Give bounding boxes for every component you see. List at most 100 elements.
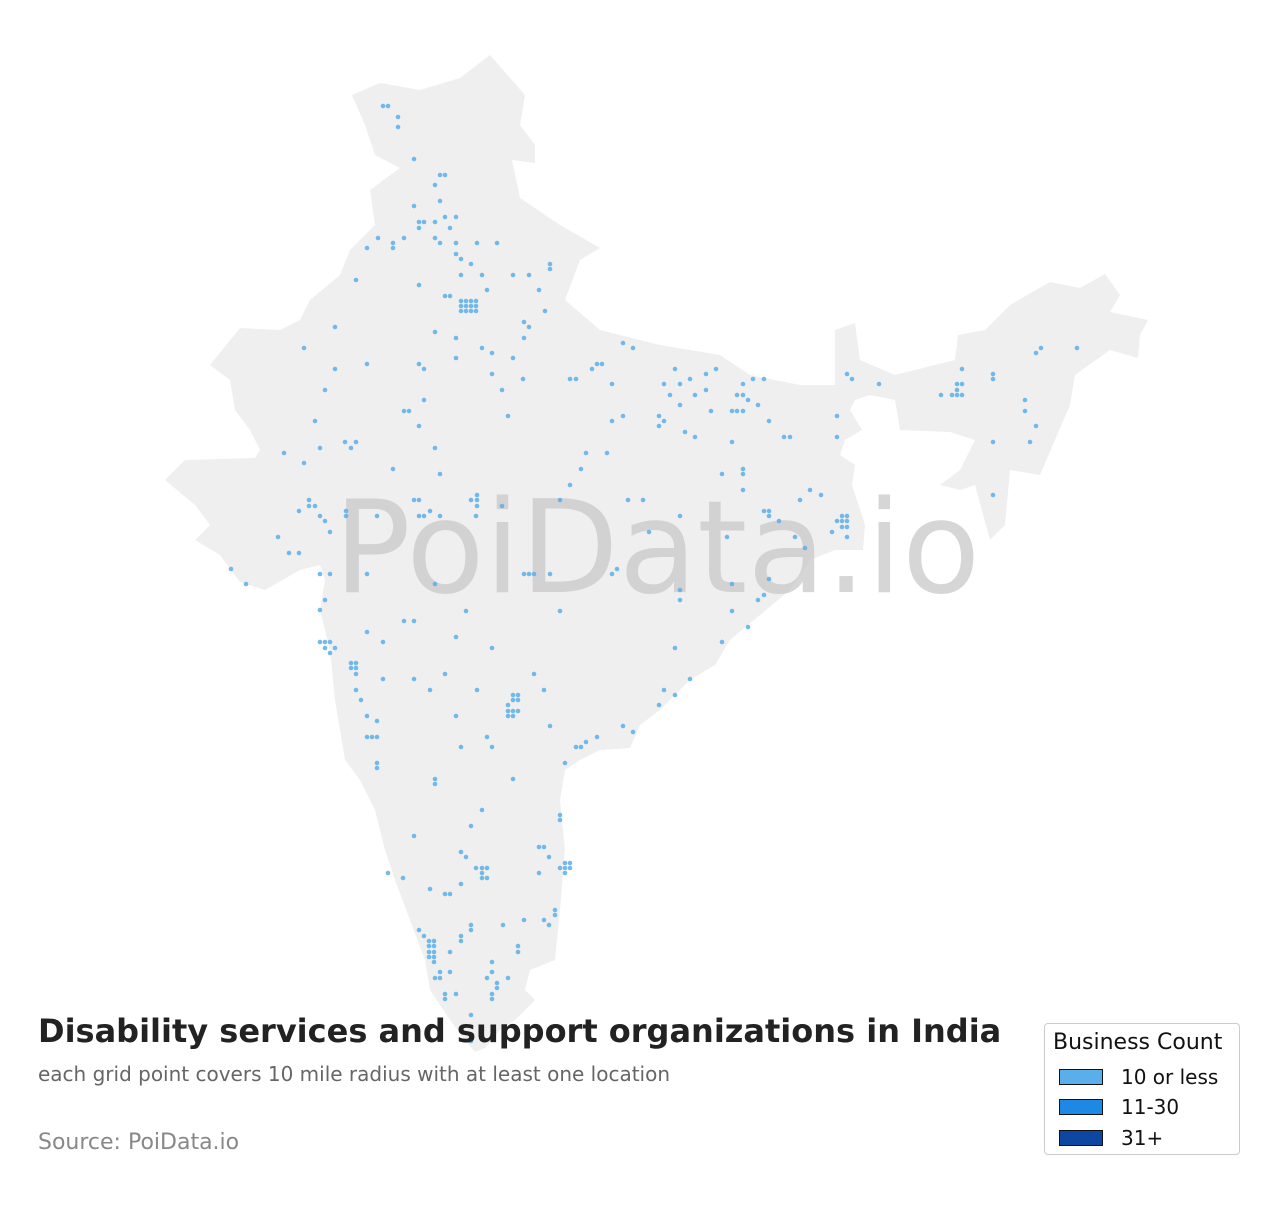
grid-point [505, 713, 511, 719]
grid-point [844, 534, 850, 540]
grid-point [427, 687, 433, 693]
grid-point [776, 518, 782, 524]
grid-point [416, 497, 422, 503]
grid-point [437, 975, 443, 981]
grid-point [317, 571, 323, 577]
grid-point [656, 702, 662, 708]
grid-point [453, 355, 459, 361]
grid-point [374, 734, 380, 740]
grid-point [620, 413, 626, 419]
grid-point [959, 392, 965, 398]
grid-point [416, 361, 422, 367]
grid-point [296, 550, 302, 556]
grid-point [510, 776, 516, 782]
grid-point [541, 687, 547, 693]
grid-point [317, 607, 323, 613]
grid-point [327, 639, 333, 645]
grid-point [317, 513, 323, 519]
grid-point [432, 182, 438, 188]
grid-point [453, 251, 459, 257]
grid-point [421, 219, 427, 225]
grid-point [447, 891, 453, 897]
grid-point [427, 886, 433, 892]
grid-point [620, 723, 626, 729]
grid-point [672, 645, 678, 651]
grid-point [342, 439, 348, 445]
grid-point [834, 413, 840, 419]
grid-point [849, 376, 855, 382]
grid-point [458, 933, 464, 939]
grid-point [745, 624, 751, 630]
grid-point [426, 949, 432, 955]
grid-point [687, 676, 693, 682]
grid-point [505, 708, 511, 714]
grid-point [1022, 408, 1028, 414]
grid-point [327, 571, 333, 577]
legend: Business Count 10 or less 11-30 31+ [1044, 1023, 1240, 1155]
grid-point [839, 513, 845, 519]
grid-point [740, 408, 746, 414]
grid-point [432, 219, 438, 225]
grid-point [380, 639, 386, 645]
grid-point [431, 959, 437, 965]
grid-point [818, 492, 824, 498]
grid-point [959, 381, 965, 387]
grid-point [374, 513, 380, 519]
legend-label-low: 10 or less [1121, 1065, 1219, 1089]
grid-point [395, 114, 401, 120]
grid-point [510, 355, 516, 361]
grid-point [442, 996, 448, 1002]
grid-point [990, 376, 996, 382]
grid-point [364, 629, 370, 635]
grid-point [395, 124, 401, 130]
grid-point [750, 376, 756, 382]
grid-point [521, 335, 527, 341]
grid-point [437, 172, 443, 178]
grid-point [458, 298, 464, 304]
grid-point [374, 718, 380, 724]
grid-point [458, 744, 464, 750]
grid-point [547, 261, 553, 267]
grid-point [364, 713, 370, 719]
grid-point [541, 844, 547, 850]
grid-point [1027, 439, 1033, 445]
grid-point [421, 933, 427, 939]
grid-point [458, 256, 464, 262]
grid-point [609, 381, 615, 387]
grid-point [594, 361, 600, 367]
grid-point [442, 214, 448, 220]
grid-point [426, 954, 432, 960]
grid-point [557, 865, 563, 871]
grid-point [807, 487, 813, 493]
grid-point [380, 676, 386, 682]
grid-point [562, 860, 568, 866]
grid-point [322, 387, 328, 393]
grid-point [453, 991, 459, 997]
grid-point [479, 345, 485, 351]
grid-point [515, 949, 521, 955]
grid-point [500, 922, 506, 928]
grid-point [792, 534, 798, 540]
grid-point [766, 513, 772, 519]
grid-point [447, 225, 453, 231]
grid-point [990, 492, 996, 498]
grid-point [463, 608, 469, 614]
grid-point [489, 744, 495, 750]
grid-point [437, 513, 443, 519]
grid-point [766, 418, 772, 424]
grid-point [682, 429, 688, 435]
grid-point [761, 592, 767, 598]
grid-point [510, 272, 516, 278]
grid-point [526, 272, 532, 278]
grid-point [473, 865, 479, 871]
grid-point [353, 687, 359, 693]
grid-point [656, 413, 662, 419]
grid-point [431, 943, 437, 949]
grid-point [687, 376, 693, 382]
grid-point [484, 865, 490, 871]
grid-point [573, 376, 579, 382]
grid-point [468, 261, 474, 267]
grid-point [876, 381, 882, 387]
grid-point [552, 907, 558, 913]
grid-point [479, 875, 485, 881]
